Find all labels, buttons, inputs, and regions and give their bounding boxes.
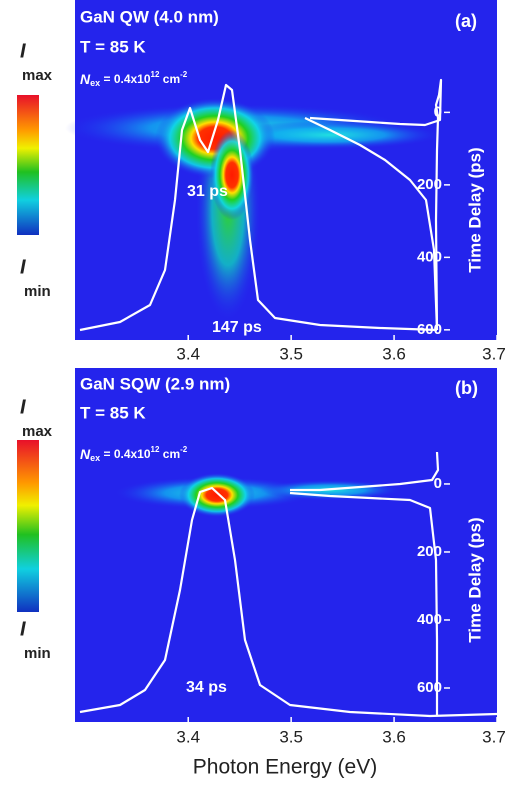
trace-curve — [309, 78, 443, 331]
x-tick-label: 3.4 — [176, 727, 200, 746]
y-tick-label: 400 — [417, 611, 442, 628]
panel-label: (a) — [455, 11, 477, 31]
colorbar — [17, 95, 39, 235]
excitation-part: = 0.4x10 — [100, 447, 151, 461]
colorbar-symbol: I — [20, 256, 26, 278]
colorbar-symbol: I — [20, 40, 26, 62]
temperature: T = 85 K — [80, 37, 146, 56]
trace-curve — [304, 117, 439, 331]
excitation-part: N — [80, 446, 91, 462]
y-tick-label: 600 — [417, 321, 442, 338]
plot-area — [75, 368, 497, 722]
x-tick-label: 3.7 — [482, 727, 506, 746]
panel-title: GaN SQW (2.9 nm) — [80, 374, 230, 393]
colorbar-min: min — [24, 645, 51, 662]
x-tick-label: 3.6 — [382, 344, 406, 363]
colorbar-min: min — [24, 283, 51, 300]
trace-curve — [79, 486, 498, 718]
excitation-part: ex — [90, 78, 100, 88]
y-tick-label: 200 — [417, 543, 442, 560]
excitation-part: cm — [159, 447, 180, 461]
excitation-part: -2 — [180, 445, 188, 454]
temperature: T = 85 K — [80, 403, 146, 422]
x-tick-label: 3.4 — [176, 344, 200, 363]
excitation-part: 12 — [151, 445, 160, 454]
annotation: 147 ps — [212, 319, 262, 336]
x-tick-label: 3.5 — [279, 727, 303, 746]
colorbar-symbol: I — [20, 618, 26, 640]
colorbar-max: max — [22, 67, 53, 84]
intensity-blob — [220, 121, 440, 149]
excitation-part: = 0.4x10 — [100, 72, 151, 86]
excitation-part: 12 — [151, 70, 160, 79]
intensity-blob — [179, 473, 255, 517]
colorbar — [17, 440, 39, 612]
excitation-part: -2 — [180, 70, 188, 79]
colorbar-max: max — [22, 423, 53, 440]
colorbar-symbol: I — [20, 396, 26, 418]
excitation-part: cm — [159, 72, 180, 86]
y-tick-label: 0 — [434, 475, 442, 492]
y-tick-label: 400 — [417, 248, 442, 265]
trace-curve — [79, 83, 438, 332]
intensity-blob — [210, 130, 254, 220]
x-tick-label: 3.5 — [279, 344, 303, 363]
excitation: Nex = 0.4x1012 cm-2 — [80, 70, 188, 88]
y-axis-label: Time Delay (ps) — [465, 517, 484, 642]
excitation-part: ex — [90, 453, 100, 463]
plot-area — [75, 0, 497, 340]
annotation: 31 ps — [187, 183, 228, 200]
excitation-part: N — [80, 71, 91, 87]
annotation: 34 ps — [186, 679, 227, 696]
panel-title: GaN QW (4.0 nm) — [80, 7, 219, 26]
y-axis-label: Time Delay (ps) — [465, 147, 484, 272]
y-tick-label: 0 — [434, 103, 442, 120]
x-tick-label: 3.6 — [382, 727, 406, 746]
trace-curve — [289, 491, 439, 716]
y-tick-label: 600 — [417, 679, 442, 696]
x-tick-label: 3.7 — [482, 344, 506, 363]
y-tick-label: 200 — [417, 176, 442, 193]
x-axis-label: Photon Energy (eV) — [193, 756, 377, 779]
panel-label: (b) — [455, 378, 478, 398]
trace-curve — [290, 451, 440, 492]
excitation: Nex = 0.4x1012 cm-2 — [80, 445, 188, 463]
